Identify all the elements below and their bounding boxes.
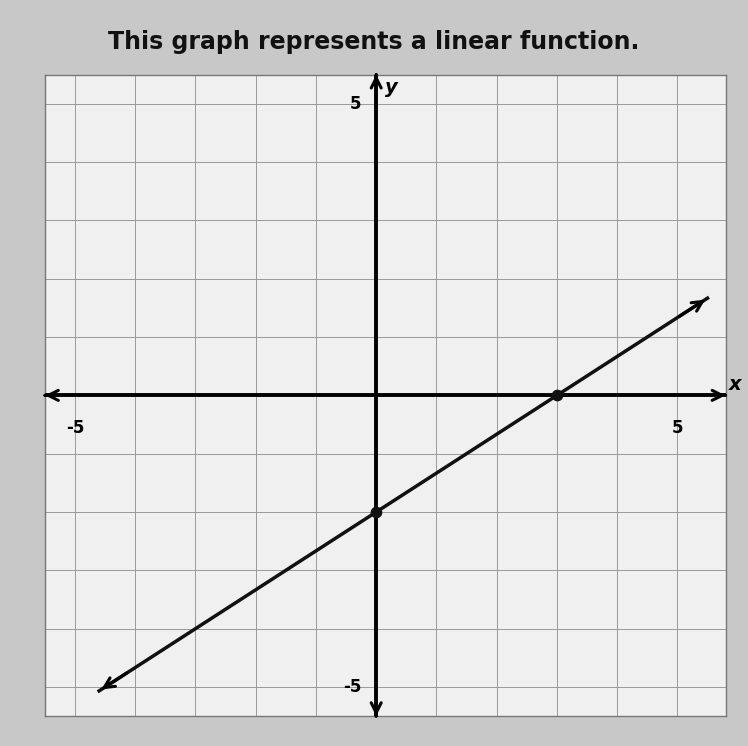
Text: -5: -5 bbox=[343, 678, 361, 696]
Text: -5: -5 bbox=[66, 419, 85, 436]
Text: y: y bbox=[385, 78, 398, 96]
Text: This graph represents a linear function.: This graph represents a linear function. bbox=[108, 30, 640, 54]
Point bbox=[551, 389, 563, 401]
Text: 5: 5 bbox=[349, 95, 361, 113]
Text: 5: 5 bbox=[672, 419, 683, 436]
Point bbox=[370, 506, 382, 518]
Text: x: x bbox=[729, 375, 741, 395]
